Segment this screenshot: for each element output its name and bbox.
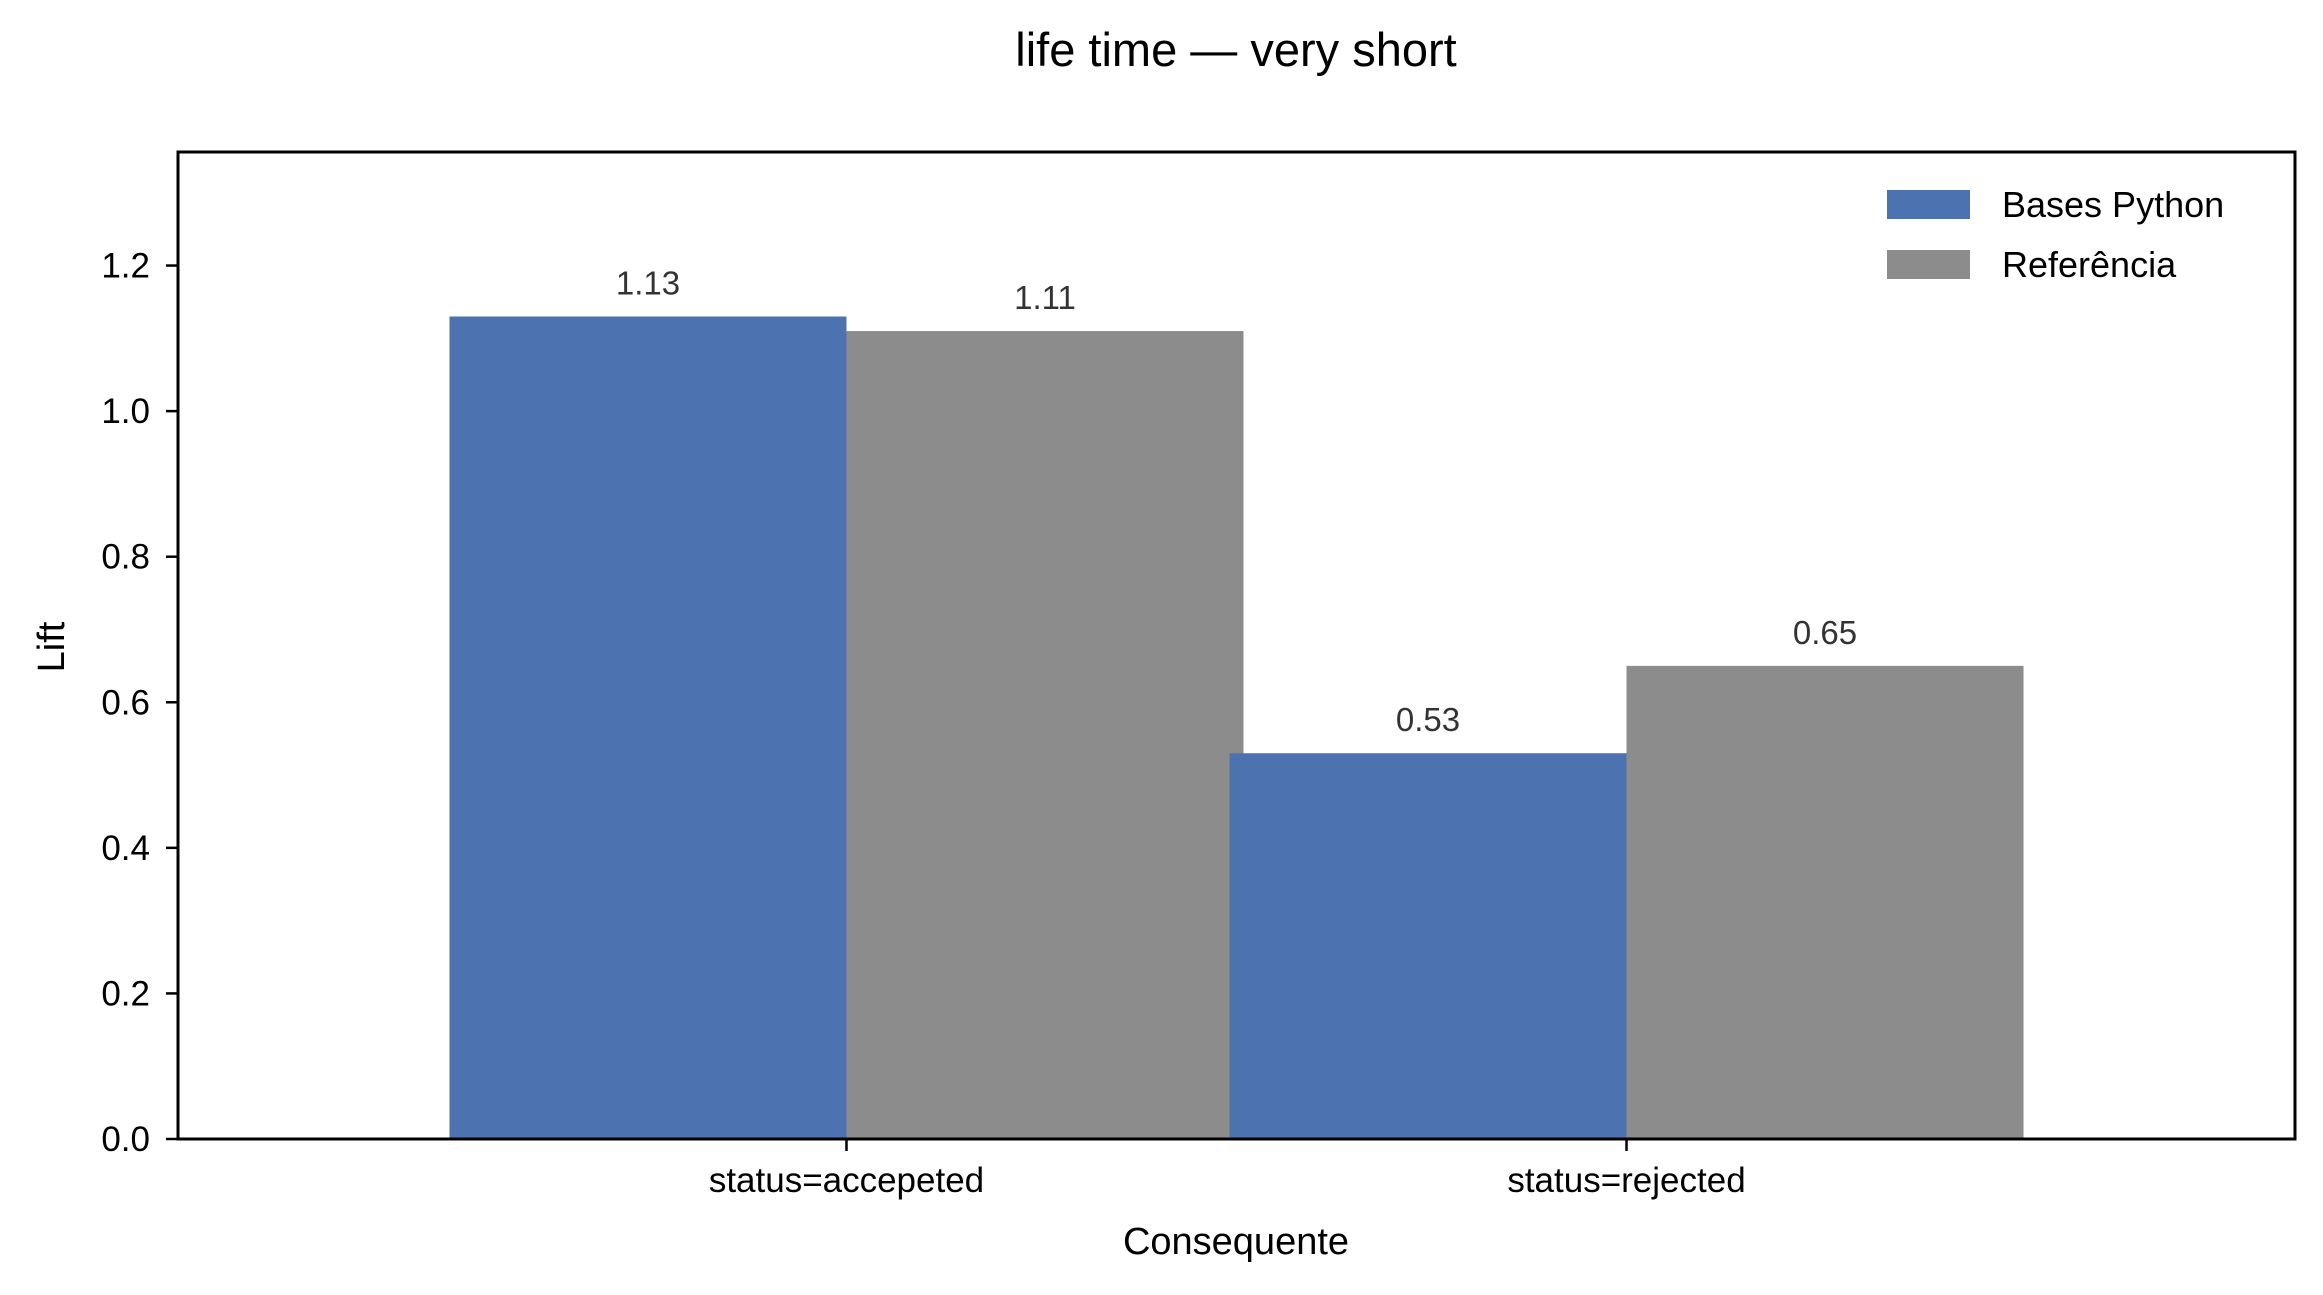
y-tick-label: 0.8 xyxy=(101,538,150,577)
y-tick-label: 0.0 xyxy=(101,1120,150,1159)
x-axis-label: Consequente xyxy=(1123,1221,1349,1263)
y-tick-label: 0.6 xyxy=(101,683,150,722)
data-label-referencia-2: 0.65 xyxy=(1793,614,1857,651)
bar-bases-python-1 xyxy=(449,316,847,1139)
legend: Bases Python Referência xyxy=(1887,184,2224,285)
bars-group xyxy=(449,316,2024,1140)
legend-label-referencia: Referência xyxy=(2002,244,2177,285)
x-tick-label: status=accepeted xyxy=(709,1161,984,1200)
y-axis-label: Lift xyxy=(31,621,73,672)
bar-referencia-2 xyxy=(1626,665,2024,1139)
y-tick-label: 1.0 xyxy=(101,392,150,431)
data-label-bases-python-2: 0.53 xyxy=(1396,701,1460,738)
data-label-referencia-1: 1.11 xyxy=(1014,279,1076,316)
legend-label-bases-python: Bases Python xyxy=(2002,184,2224,225)
chart-title: life time — very short xyxy=(1015,23,1456,76)
y-tick-label: 0.2 xyxy=(101,974,150,1013)
y-tick-label: 1.2 xyxy=(101,247,150,286)
y-tick-label: 0.4 xyxy=(101,829,150,868)
legend-swatch-referencia xyxy=(1887,250,1970,279)
data-label-bases-python-1: 1.13 xyxy=(616,265,680,302)
legend-swatch-bases-python xyxy=(1887,190,1970,219)
y-axis-ticks: 0.0 0.2 0.4 0.6 0.8 1.0 1.2 xyxy=(101,247,178,1159)
value-labels-group: 1.13 1.11 0.53 0.65 xyxy=(616,265,1857,739)
x-tick-label: status=rejected xyxy=(1507,1161,1745,1200)
plot-area-frame xyxy=(176,150,2297,1141)
x-axis-ticks: status=accepeted status=rejected xyxy=(709,1139,1746,1200)
bar-referencia-1 xyxy=(846,331,1244,1140)
bar-bases-python-2 xyxy=(1229,753,1627,1139)
